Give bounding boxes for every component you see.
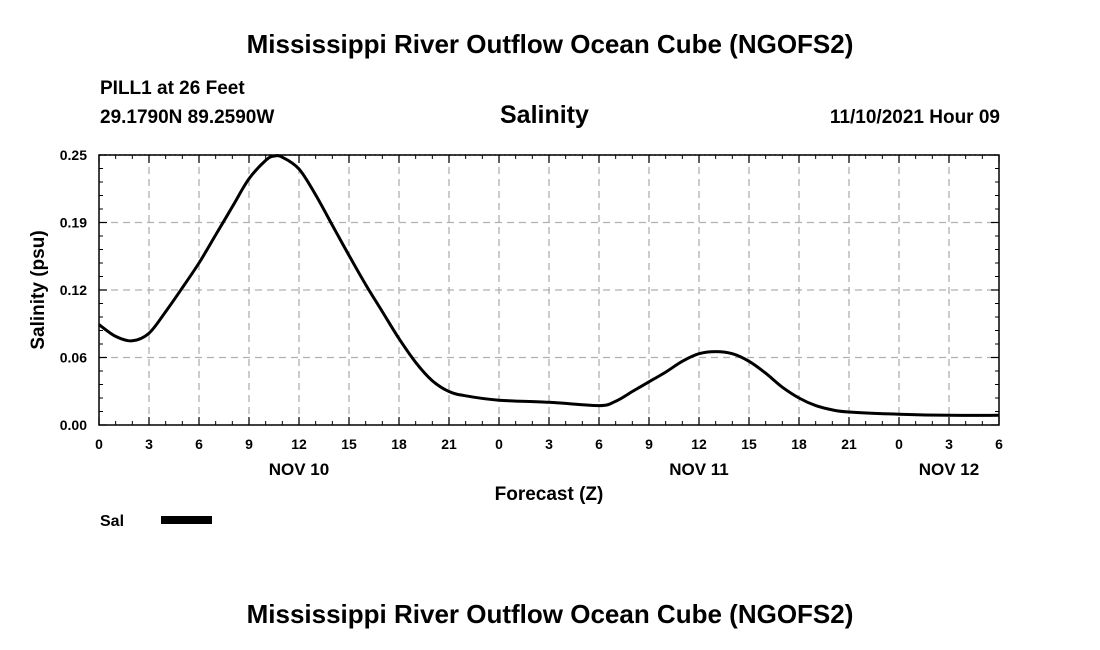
grid-lines — [99, 154, 999, 425]
page-title: Mississippi River Outflow Ocean Cube (NG… — [246, 29, 854, 59]
x-tick-label: 12 — [691, 436, 707, 452]
x-day-label: NOV 10 — [269, 460, 329, 479]
y-tick-label: 0.12 — [60, 282, 87, 298]
forecast-date: 11/10/2021 Hour 09 — [829, 107, 1000, 128]
x-tick-label: 3 — [945, 436, 953, 452]
x-tick-label: 6 — [595, 436, 603, 452]
series-layer — [98, 154, 1000, 417]
x-tick-label: 15 — [341, 436, 357, 452]
x-tick-label: 18 — [391, 436, 407, 452]
axis-labels: 0 3 6 9 12 15 18 21 0 3 6 9 12 15 18 21 0 3 6 0.00 0.06 0.12 0… — [60, 147, 1003, 479]
x-tick-label: 6 — [195, 436, 203, 452]
legend-label: Sal — [100, 513, 124, 530]
y-tick-label: 0.06 — [60, 350, 87, 366]
x-tick-label: 3 — [145, 436, 153, 452]
series-line-sal — [98, 154, 1000, 417]
x-tick-label: 6 — [995, 436, 1003, 452]
x-tick-label: 9 — [645, 436, 653, 452]
station-coordinates: 29.1790N 89.2590W — [100, 107, 275, 128]
x-tick-label: 3 — [545, 436, 553, 452]
x-tick-label: 0 — [95, 436, 103, 452]
x-tick-label: 21 — [441, 436, 457, 452]
station-label: PILL1 at 26 Feet — [100, 78, 245, 99]
x-day-label: NOV 12 — [919, 460, 979, 479]
x-tick-label: 0 — [895, 436, 903, 452]
x-day-label: NOV 11 — [669, 460, 729, 479]
x-axis-title: Forecast (Z) — [495, 484, 604, 505]
y-axis-title: Salinity (psu) — [28, 230, 49, 349]
plot-frame — [98, 154, 1000, 426]
footer-title: Mississippi River Outflow Ocean Cube (NG… — [246, 599, 854, 629]
y-tick-label: 0.19 — [60, 215, 87, 231]
x-tick-label: 0 — [495, 436, 503, 452]
chart-title: Salinity — [500, 101, 589, 129]
y-tick-label: 0.00 — [60, 417, 87, 433]
x-tick-label: 9 — [245, 436, 253, 452]
x-tick-label: 12 — [291, 436, 307, 452]
x-tick-label: 15 — [741, 436, 757, 452]
y-tick-label: 0.25 — [60, 147, 87, 163]
x-tick-label: 21 — [841, 436, 857, 452]
x-tick-label: 18 — [791, 436, 807, 452]
